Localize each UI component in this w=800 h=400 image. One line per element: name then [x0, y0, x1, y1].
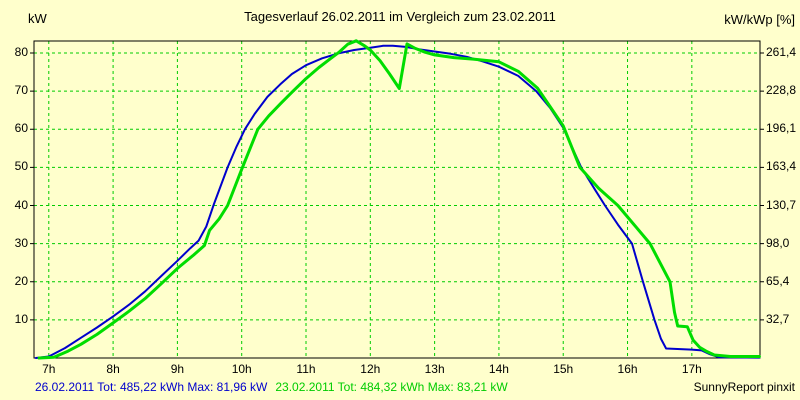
x-axis-tick-label: 8h — [106, 362, 120, 376]
x-axis-tick-label: 13h — [424, 362, 445, 376]
app-credit-label: SunnyReport pinxit — [693, 380, 795, 394]
y-axis-tick-label-right: 130,7 — [766, 197, 797, 212]
y-axis-tick-label-right: 261,4 — [766, 45, 797, 59]
y-axis-tick-label-left: 50 — [14, 159, 28, 174]
x-axis-tick-label: 14h — [488, 362, 509, 376]
y-axis-tick-label-left: 10 — [14, 311, 28, 326]
y-axis-tick-label-left: 20 — [14, 273, 28, 288]
x-axis-tick-label: 7h — [42, 362, 56, 376]
x-axis-tick-label: 12h — [360, 362, 381, 376]
x-axis-tick-label: 16h — [617, 362, 638, 376]
y-axis-tick-label-left: 40 — [14, 197, 28, 212]
y-axis-tick-label-right: 228,8 — [766, 83, 797, 98]
y-axis-tick-label-right: 196,1 — [766, 121, 797, 136]
y-axis-tick-label-right: 163,4 — [766, 159, 797, 174]
series2-summary-label: 23.02.2011 Tot: 484,32 kWh Max: 83,21 kW — [275, 380, 508, 394]
x-axis-tick-label: 15h — [553, 362, 574, 376]
series1-summary-label: 26.02.2011 Tot: 485,22 kWh Max: 81,96 kW — [35, 380, 268, 394]
x-axis-tick-label: 10h — [231, 362, 252, 376]
y-axis-tick-label-right: 98,0 — [766, 235, 790, 250]
x-axis-tick-label: 9h — [170, 362, 185, 376]
y-axis-tick-label-right: 32,7 — [766, 311, 790, 326]
right-axis-unit-label: kW/kWp [%] — [724, 12, 795, 27]
y-axis-tick-label-left: 60 — [14, 121, 28, 136]
left-axis-unit-label: kW — [28, 11, 47, 26]
y-axis-tick-label-left: 30 — [14, 235, 28, 250]
x-axis-tick-label: 11h — [296, 362, 316, 376]
series-line-23.02.2011 — [37, 39, 761, 360]
series-line-26.02.2011 — [34, 44, 761, 359]
series-summary-legend: 26.02.2011 Tot: 485,22 kWh Max: 81,96 kW… — [35, 380, 508, 394]
chart-title: Tagesverlauf 26.02.2011 im Vergleich zum… — [244, 9, 556, 24]
y-axis-tick-label-left: 80 — [14, 45, 28, 59]
plot-border — [33, 40, 761, 359]
x-axis-tick-label: 17h — [681, 362, 702, 376]
y-axis-tick-label-left: 70 — [14, 83, 28, 98]
y-axis-tick-label-right: 65,4 — [766, 273, 790, 288]
